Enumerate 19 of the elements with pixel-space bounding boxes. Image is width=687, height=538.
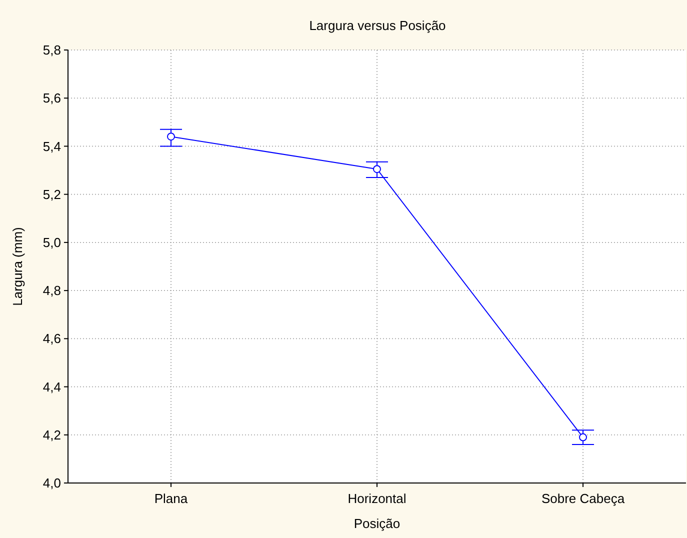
y-tick-label: 4,6 (42, 331, 61, 346)
y-tick-label: 5,6 (42, 90, 61, 106)
y-tick-label: 5,2 (42, 186, 61, 202)
y-tick-label: 5,0 (42, 234, 61, 250)
x-tick-label: Horizontal (348, 491, 406, 506)
y-tick-label: 4,0 (42, 476, 61, 491)
x-axis-title: Posição (354, 516, 400, 531)
x-tick-label: Sobre Cabeça (541, 491, 626, 506)
chart-title: Largura versus Posição (309, 18, 446, 33)
point (373, 165, 381, 174)
y-tick-label: 4,4 (42, 379, 61, 394)
point (579, 433, 587, 442)
y-axis-title: Largura (mm) (10, 227, 25, 306)
y-tick-label: 4,2 (42, 427, 61, 442)
x-tick-label: Plana (154, 491, 188, 506)
y-tick-label: 5,4 (42, 138, 61, 154)
y-tick-label: 4,8 (42, 283, 61, 298)
y-tick-label: 5,8 (42, 42, 61, 58)
point (167, 132, 175, 141)
